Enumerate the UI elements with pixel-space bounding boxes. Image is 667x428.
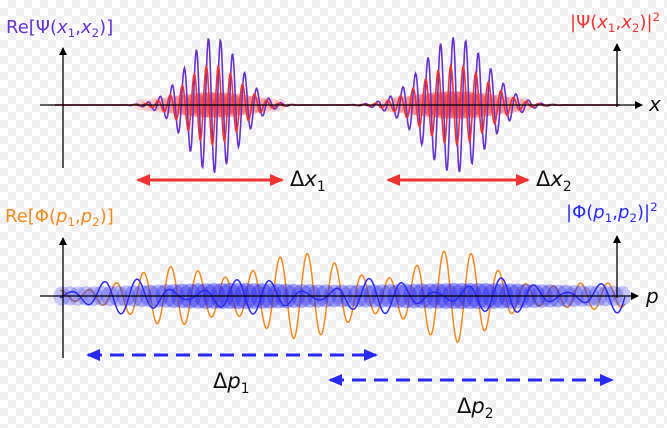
delta-x1-label: Δx1 xyxy=(290,167,326,195)
delta-x2-label: Δx2 xyxy=(536,167,572,195)
delta-p1-label: Δp1 xyxy=(213,369,250,397)
momentum-axis-label: p xyxy=(646,284,659,308)
momentum-envelope-curve xyxy=(59,277,626,315)
position-wavefunction-label: Re[Ψ(x1,x2)] xyxy=(6,17,114,41)
position-axis-label: x xyxy=(649,92,661,116)
position-density-label: |Ψ(x1,x2)|2 xyxy=(570,10,661,36)
momentum-wavefunction-curve xyxy=(59,250,626,344)
momentum-density-label: |Φ(p1,p2)|2 xyxy=(566,200,658,226)
delta-p2-label: Δp2 xyxy=(457,394,494,422)
momentum-wavefunction-label: Re[Φ(p1,p2)] xyxy=(5,206,114,230)
